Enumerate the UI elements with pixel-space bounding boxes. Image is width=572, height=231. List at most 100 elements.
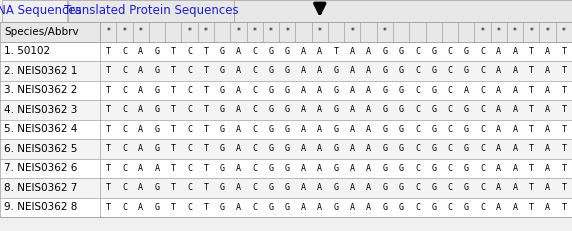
Text: C: C [252,183,257,192]
Text: A: A [513,183,518,192]
Text: T: T [171,203,176,212]
Text: G: G [220,105,225,114]
Text: C: C [252,125,257,134]
Text: G: G [268,105,273,114]
Text: G: G [399,164,404,173]
Text: G: G [464,144,468,153]
Text: C: C [480,47,485,56]
Text: G: G [268,183,273,192]
Text: T: T [204,144,208,153]
Text: C: C [415,203,420,212]
Text: T: T [204,183,208,192]
Text: *: * [497,27,500,36]
Text: A: A [301,183,306,192]
Text: C: C [447,105,452,114]
Text: G: G [464,125,468,134]
Text: *: * [318,27,321,36]
Text: A: A [317,144,322,153]
Text: A: A [350,86,355,95]
Text: G: G [399,47,404,56]
Text: G: G [431,164,436,173]
Text: G: G [399,105,404,114]
Text: T: T [529,105,534,114]
Text: *: * [188,27,192,36]
Text: G: G [431,125,436,134]
Text: *: * [562,27,566,36]
Text: C: C [415,66,420,75]
Text: A: A [545,66,550,75]
Text: T: T [529,86,534,95]
Text: A: A [366,105,371,114]
Text: G: G [431,183,436,192]
Text: T: T [333,47,339,56]
Text: A: A [138,183,143,192]
Bar [0,0,572,22]
Text: A: A [317,203,322,212]
Bar [0,198,572,217]
Text: T: T [529,183,534,192]
Text: C: C [415,105,420,114]
Text: G: G [285,86,290,95]
Text: A: A [366,86,371,95]
Text: A: A [496,125,501,134]
Text: A: A [301,144,306,153]
Bar [0,42,572,61]
Text: A: A [496,183,501,192]
Text: T: T [106,183,111,192]
Text: A: A [513,164,518,173]
Text: A: A [366,203,371,212]
Text: 3. NEIS0362 2: 3. NEIS0362 2 [4,85,77,95]
Text: G: G [268,47,273,56]
Text: 9. NEIS0362 8: 9. NEIS0362 8 [4,202,77,212]
Text: A: A [236,183,241,192]
Text: T: T [106,66,111,75]
Text: G: G [220,125,225,134]
Text: A: A [317,86,322,95]
Text: A: A [317,66,322,75]
Text: A: A [496,144,501,153]
Text: A: A [366,66,371,75]
Text: C: C [187,66,192,75]
Text: A: A [317,183,322,192]
Text: T: T [106,86,111,95]
Text: T: T [204,86,208,95]
Text: A: A [496,203,501,212]
Text: A: A [138,164,143,173]
Text: T: T [529,203,534,212]
Text: G: G [154,47,160,56]
Bar [0,178,572,198]
Text: *: * [513,27,517,36]
Text: C: C [252,86,257,95]
Text: G: G [382,183,387,192]
Text: *: * [383,27,387,36]
Text: C: C [187,47,192,56]
Text: 6. NEIS0362 5: 6. NEIS0362 5 [4,144,77,154]
Text: A: A [545,183,550,192]
Text: G: G [154,144,160,153]
Text: G: G [382,144,387,153]
Text: A: A [154,164,160,173]
Text: C: C [480,203,485,212]
Bar [234,0,572,22]
Text: G: G [382,86,387,95]
Text: C: C [447,144,452,153]
Text: G: G [333,105,339,114]
Text: A: A [236,203,241,212]
Text: G: G [399,203,404,212]
Text: C: C [480,183,485,192]
Text: A: A [301,125,306,134]
Text: Species/Abbrv: Species/Abbrv [4,27,78,37]
Text: G: G [382,203,387,212]
Text: T: T [171,86,176,95]
Text: G: G [333,183,339,192]
Text: G: G [333,164,339,173]
Text: A: A [236,47,241,56]
Text: C: C [252,164,257,173]
Text: A: A [545,86,550,95]
Text: C: C [187,105,192,114]
Text: G: G [268,144,273,153]
Text: A: A [513,203,518,212]
Text: T: T [106,47,111,56]
Text: A: A [496,86,501,95]
Text: A: A [138,144,143,153]
